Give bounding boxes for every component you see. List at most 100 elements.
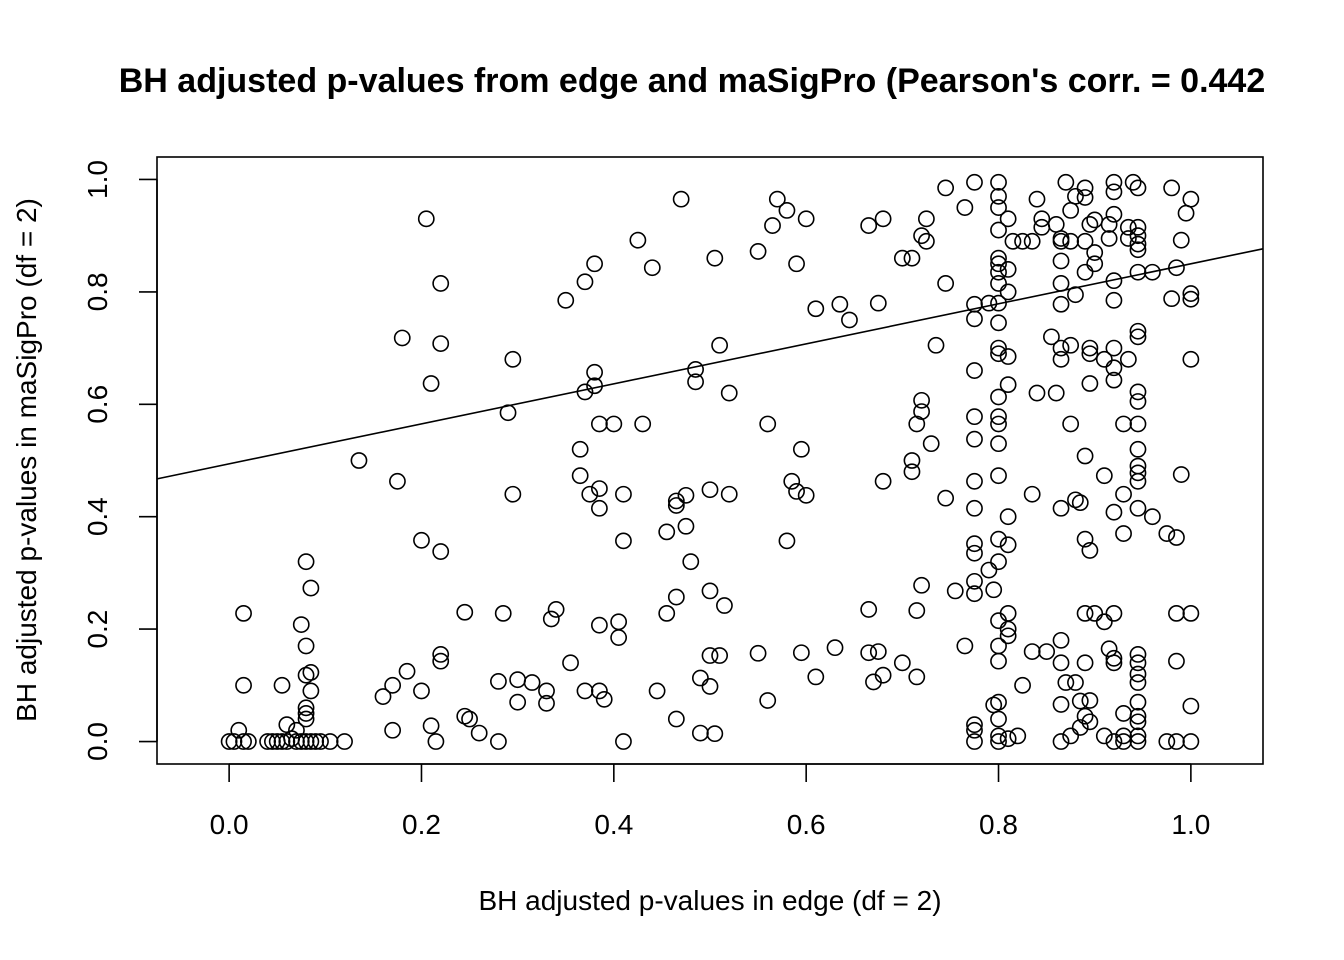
data-point — [393, 329, 411, 347]
data-point — [1028, 384, 1046, 402]
data-point — [1014, 232, 1031, 250]
data-point — [1129, 499, 1147, 517]
data-point — [913, 576, 930, 594]
data-point — [384, 721, 402, 739]
data-point — [1129, 393, 1147, 410]
data-point — [764, 217, 781, 234]
data-point — [1081, 216, 1099, 233]
data-point — [778, 532, 796, 550]
data-point — [701, 647, 719, 664]
data-point — [1052, 295, 1070, 313]
data-point — [990, 415, 1007, 433]
data-point — [990, 275, 1007, 292]
data-point — [797, 486, 815, 504]
data-point — [1052, 654, 1070, 672]
y-tick-label: 0.0 — [82, 722, 113, 761]
data-point — [542, 610, 560, 628]
data-point — [1129, 328, 1147, 346]
data-point — [1100, 230, 1118, 247]
data-point — [461, 710, 478, 728]
data-point — [1105, 339, 1123, 357]
data-point — [711, 336, 729, 354]
data-point — [1129, 693, 1147, 711]
data-point — [490, 733, 507, 750]
data-point — [990, 693, 1007, 711]
fit-line — [156, 247, 1264, 480]
data-point — [634, 415, 652, 433]
data-point — [1129, 457, 1147, 475]
data-point — [1086, 604, 1104, 622]
data-point — [1105, 183, 1123, 201]
data-point — [990, 221, 1007, 239]
data-point — [985, 581, 1003, 599]
x-tick-label: 1.0 — [1171, 809, 1210, 840]
data-point — [422, 717, 440, 735]
data-point — [432, 275, 450, 292]
data-point — [1057, 674, 1075, 691]
data-point — [297, 553, 315, 571]
data-point — [990, 435, 1007, 453]
data-point — [1071, 692, 1089, 710]
data-point — [1168, 529, 1185, 546]
data-point — [768, 190, 786, 208]
data-point — [691, 669, 709, 687]
data-point — [1129, 241, 1147, 259]
data-point — [1129, 713, 1147, 731]
data-point — [1014, 676, 1031, 694]
data-point — [1177, 204, 1195, 222]
data-point — [792, 440, 810, 458]
x-tick-label: 0.8 — [979, 809, 1018, 840]
data-point — [1105, 654, 1123, 672]
data-point — [788, 255, 805, 273]
data-point — [667, 588, 685, 606]
data-point — [1158, 733, 1176, 750]
data-point — [658, 523, 676, 541]
data-point — [1062, 336, 1080, 354]
data-point — [1076, 189, 1094, 206]
data-point — [615, 733, 632, 750]
data-point — [860, 217, 878, 234]
data-point — [1129, 218, 1147, 236]
data-point — [1086, 211, 1104, 229]
data-point — [990, 733, 1007, 750]
data-point — [759, 415, 777, 433]
x-axis: 0.0 0.2 0.4 0.6 0.8 1.0 — [210, 763, 1210, 840]
data-point — [1105, 649, 1123, 667]
data-point — [667, 492, 685, 510]
data-point — [980, 561, 998, 579]
data-point — [523, 674, 541, 691]
data-point — [1095, 727, 1113, 745]
data-point — [509, 693, 527, 711]
data-point — [1076, 263, 1094, 281]
data-point — [999, 730, 1017, 748]
data-point — [292, 616, 310, 634]
data-point — [778, 201, 796, 219]
data-point — [990, 727, 1007, 745]
data-point — [990, 612, 1007, 630]
data-point — [571, 440, 589, 458]
data-point — [591, 616, 608, 634]
data-point — [1033, 210, 1051, 228]
x-tick-label: 0.0 — [210, 809, 249, 840]
data-point — [990, 249, 1007, 267]
x-axis-label: BH adjusted p-values in edge (df = 2) — [478, 885, 941, 916]
data-point — [908, 668, 926, 686]
data-point — [893, 249, 911, 267]
data-point — [990, 199, 1007, 216]
data-point — [759, 692, 777, 709]
data-point — [432, 652, 450, 670]
data-point — [610, 613, 628, 631]
data-point — [398, 662, 416, 680]
data-point — [1163, 290, 1181, 308]
data-point — [1076, 654, 1094, 672]
data-point — [1081, 345, 1099, 363]
data-point — [1115, 485, 1132, 503]
data-point — [297, 666, 315, 684]
data-point — [576, 273, 594, 291]
data-point — [1105, 371, 1123, 389]
data-point — [999, 508, 1017, 526]
data-point — [1105, 733, 1123, 750]
data-point — [716, 597, 733, 614]
data-point — [1076, 232, 1094, 250]
